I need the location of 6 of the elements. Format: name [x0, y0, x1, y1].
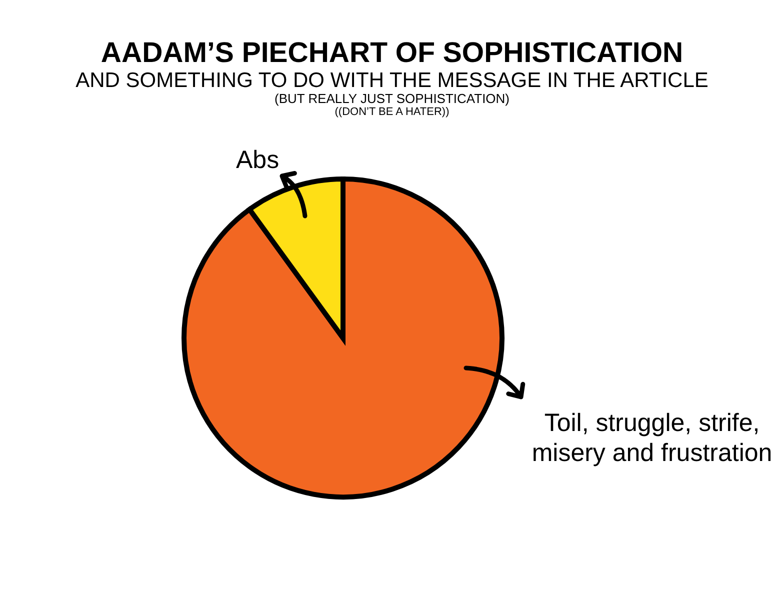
- slice-label: Abs: [236, 146, 280, 174]
- text: (BUT REALLY JUST SOPHISTICATION): [274, 91, 510, 106]
- chart-title: AADAM’S PIECHART OF SOPHISTICATION: [100, 37, 684, 69]
- chart-subtitle: AND SOMETHING TO DO WITH THE MESSAGE IN THE ARTICLE: [76, 69, 708, 92]
- text: ((DON’T BE A HATER)): [334, 106, 450, 118]
- slice-label: Toil, struggle, strife, misery and frustration: [532, 409, 772, 467]
